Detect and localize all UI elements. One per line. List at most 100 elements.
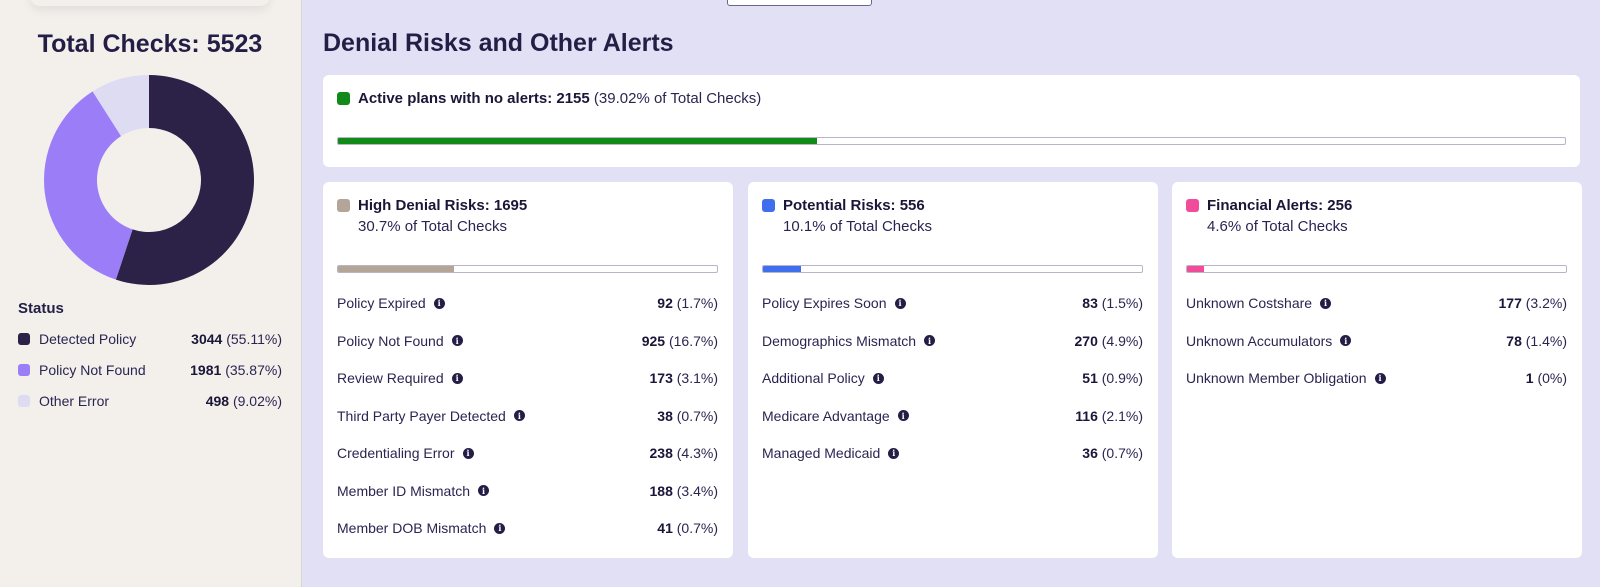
alert-value: 92 (1.7%) xyxy=(657,295,718,311)
alert-row: Member ID Mismatch i 188 (3.4%) xyxy=(337,481,718,501)
info-icon[interactable]: i xyxy=(1320,297,1332,309)
alert-row: Unknown Costshare i 177 (3.2%) xyxy=(1186,293,1567,313)
alert-label: Unknown Costshare xyxy=(1186,295,1313,311)
info-icon[interactable]: i xyxy=(513,410,525,421)
status-donut-chart xyxy=(43,75,255,285)
info-icon[interactable]: i xyxy=(894,297,906,309)
info-icon[interactable]: i xyxy=(451,372,463,384)
card-swatch xyxy=(1186,199,1199,212)
alert-label: Unknown Member Obligation xyxy=(1186,370,1367,386)
card-progress-bar xyxy=(337,265,718,273)
alert-row: Additional Policy i 51 (0.9%) xyxy=(762,368,1143,388)
legend-label: Policy Not Found xyxy=(39,362,146,378)
alert-label: Policy Expired xyxy=(337,295,426,311)
active-progress-fill xyxy=(338,138,817,144)
alert-label: Medicare Advantage xyxy=(762,407,890,424)
top-dropdown-edge[interactable] xyxy=(727,0,872,6)
alert-label-wrap: Policy Expires Soon i xyxy=(762,295,1082,311)
financial-alerts-card: Financial Alerts: 256 4.6% of Total Chec… xyxy=(1172,182,1582,558)
alert-value: 83 (1.5%) xyxy=(1082,295,1143,311)
legend-value: 498 (9.02%) xyxy=(205,393,282,409)
alert-label: Demographics Mismatch xyxy=(762,332,917,349)
alert-row: Credentialing Error i 238 (4.3%) xyxy=(337,443,718,463)
legend-item-policy-not-found: Policy Not Found 1981 (35.87%) xyxy=(18,360,282,380)
alert-label-wrap: Managed Medicaid i xyxy=(762,445,1082,461)
alert-label-wrap: Member DOB Mismatch i xyxy=(337,520,657,536)
card-progress-fill xyxy=(338,266,455,272)
card-title: High Denial Risks: 1695 xyxy=(358,197,528,214)
alert-label: Policy Expires Soon xyxy=(762,295,887,311)
active-plans-header: Active plans with no alerts: 2155 (39.02… xyxy=(337,90,761,107)
alert-value: 925 (16.7%) xyxy=(641,332,718,349)
alert-label: Credentialing Error xyxy=(337,445,455,461)
alert-value: 36 (0.7%) xyxy=(1082,445,1143,461)
alert-row: Unknown Member Obligation i 1 (0%) xyxy=(1186,368,1567,388)
active-swatch xyxy=(337,92,350,105)
alert-label: Unknown Accumulators xyxy=(1186,332,1333,349)
card-swatch xyxy=(337,199,350,212)
active-progress-bar xyxy=(337,137,1566,145)
card-progress-fill xyxy=(1187,266,1205,272)
alert-row: Third Party Payer Detected i 38 (0.7%) xyxy=(337,406,718,426)
alert-value: 1 (0%) xyxy=(1525,370,1567,386)
info-icon[interactable]: i xyxy=(897,410,909,421)
active-plans-card: Active plans with no alerts: 2155 (39.02… xyxy=(323,75,1580,167)
alert-value: 188 (3.4%) xyxy=(649,482,718,499)
info-icon[interactable]: i xyxy=(478,485,490,496)
alert-label-wrap: Policy Not Found i xyxy=(337,333,642,349)
alert-label-wrap: Unknown Costshare i xyxy=(1186,295,1499,311)
alert-row: Policy Not Found i 925 (16.7%) xyxy=(337,331,718,351)
legend-swatch xyxy=(18,395,30,407)
alert-label-wrap: Policy Expired i xyxy=(337,295,657,311)
legend-swatch xyxy=(18,333,30,345)
info-icon[interactable]: i xyxy=(888,447,900,459)
card-subtitle: 30.7% of Total Checks xyxy=(358,218,507,235)
alert-label: Policy Not Found xyxy=(337,332,444,349)
legend-value: 1981 (35.87%) xyxy=(190,362,282,378)
info-icon[interactable]: i xyxy=(433,297,445,309)
legend-label: Detected Policy xyxy=(39,331,137,347)
info-icon[interactable]: i xyxy=(872,372,884,384)
info-icon[interactable]: i xyxy=(494,522,506,534)
summary-panel: Total Checks: 5523 Status Detected Polic… xyxy=(0,0,302,587)
alert-row: Member DOB Mismatch i 41 (0.7%) xyxy=(337,518,718,538)
info-icon[interactable]: i xyxy=(451,335,463,346)
alert-label: Third Party Payer Detected xyxy=(337,407,506,424)
high-denial-risks-card: High Denial Risks: 1695 30.7% of Total C… xyxy=(323,182,733,558)
alert-value: 38 (0.7%) xyxy=(657,407,718,424)
info-icon[interactable]: i xyxy=(1340,335,1352,346)
alert-label-wrap: Review Required i xyxy=(337,370,650,386)
alert-row: Review Required i 173 (3.1%) xyxy=(337,368,718,388)
alert-label: Member DOB Mismatch xyxy=(337,520,487,536)
alert-value: 173 (3.1%) xyxy=(649,370,718,386)
alert-value: 177 (3.2%) xyxy=(1498,295,1567,311)
alert-row: Managed Medicaid i 36 (0.7%) xyxy=(762,443,1143,463)
total-checks-title: Total Checks: 5523 xyxy=(37,30,263,58)
card-subtitle: 4.6% of Total Checks xyxy=(1207,218,1348,235)
card-header: High Denial Risks: 1695 30.7% of Total C… xyxy=(337,197,527,235)
info-icon[interactable]: i xyxy=(462,447,474,459)
potential-risks-card: Potential Risks: 556 10.1% of Total Chec… xyxy=(748,182,1158,558)
donut-slice xyxy=(92,75,149,137)
alert-label: Review Required xyxy=(337,370,444,386)
info-icon[interactable]: i xyxy=(1374,372,1386,384)
card-header: Financial Alerts: 256 4.6% of Total Chec… xyxy=(1186,197,1352,235)
alert-row: Policy Expired i 92 (1.7%) xyxy=(337,293,718,313)
alert-label-wrap: Third Party Payer Detected i xyxy=(337,408,657,424)
card-subtitle: 10.1% of Total Checks xyxy=(783,218,932,235)
info-icon[interactable]: i xyxy=(924,335,936,346)
card-title: Financial Alerts: 256 xyxy=(1207,197,1353,214)
card-progress-bar xyxy=(762,265,1143,273)
alert-value: 116 (2.1%) xyxy=(1075,407,1143,424)
alert-row: Medicare Advantage i 116 (2.1%) xyxy=(762,406,1143,426)
alert-label-wrap: Member ID Mismatch i xyxy=(337,483,650,499)
alert-value: 238 (4.3%) xyxy=(649,445,718,461)
alert-label-wrap: Additional Policy i xyxy=(762,370,1082,386)
card-title: Potential Risks: 556 xyxy=(783,197,925,214)
alert-value: 78 (1.4%) xyxy=(1506,332,1567,349)
alert-label-wrap: Unknown Accumulators i xyxy=(1186,333,1506,349)
active-plans-pct: (39.02% of Total Checks) xyxy=(593,90,762,107)
legend-value: 3044 (55.11%) xyxy=(191,331,282,347)
card-progress-fill xyxy=(763,266,802,272)
alert-label: Managed Medicaid xyxy=(762,445,881,461)
